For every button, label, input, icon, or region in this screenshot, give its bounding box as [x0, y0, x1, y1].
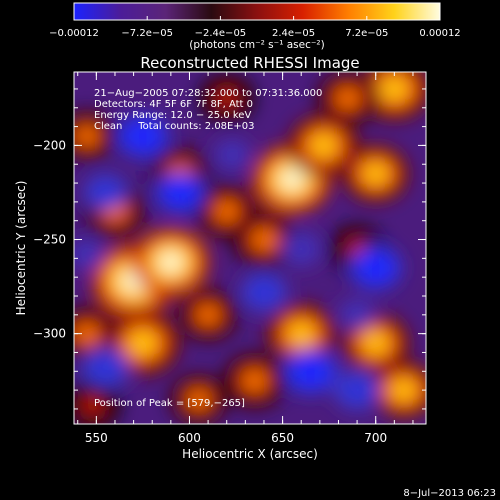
emission-blob [370, 361, 426, 419]
x-tick-label: 600 [178, 431, 201, 445]
negative-blob [117, 114, 169, 158]
info-line-energy: Energy Range: 12.0 − 25.0 keV [94, 110, 251, 121]
negative-blob [350, 246, 402, 290]
emission-blob [342, 144, 409, 203]
y-axis-label: Heliocentric Y (arcsec) [14, 181, 28, 316]
colorbar-tick-label: 0.00012 [419, 28, 460, 39]
emission-blob [316, 72, 379, 126]
colorbar: −0.00012 −7.2e−05 −2.4e−05 2.4e−05 7.2e−05 0.… [49, 2, 461, 51]
negative-blob [74, 238, 106, 271]
negative-blob [84, 174, 128, 211]
colorbar-tick-label: −0.00012 [49, 28, 99, 39]
footer-date: 8−Jul−2013 06:23 [403, 488, 496, 499]
emission-blob [178, 288, 239, 341]
y-tick-label: −300 [33, 327, 66, 341]
emission-blob [222, 352, 287, 409]
chart-title: Reconstructed RHESSI Image [140, 54, 359, 72]
colorbar-tick-label: 2.4e−05 [272, 28, 315, 39]
emission-blob [288, 114, 359, 177]
negative-blob [241, 272, 287, 312]
x-tick-label: 550 [85, 431, 108, 445]
negative-blob [82, 347, 130, 388]
heatmap-image [74, 72, 426, 424]
emission-blob [169, 374, 228, 424]
colorbar-gradient [73, 2, 441, 21]
emission-blob [198, 74, 255, 123]
y-tick-label: −200 [33, 138, 66, 152]
emission-blob [195, 184, 258, 239]
info-line-clean: Clean Total counts: 2.08E+03 [94, 121, 254, 132]
plot-frame [73, 71, 427, 425]
plot-area: 550 600 650 700 −200 −250 −300 21−Aug−2005 07:… [33, 71, 427, 445]
colorbar-ticks: −0.00012 −7.2e−05 −2.4e−05 2.4e−05 7.2e−05 0.… [49, 16, 461, 39]
y-tick-label: −250 [33, 233, 66, 247]
emission-blob [74, 381, 121, 424]
negative-blob [213, 139, 251, 171]
x-tick-label: 700 [364, 431, 387, 445]
info-annotation: 21−Aug−2005 07:28:32.000 to 07:31:36.000… [94, 88, 322, 132]
negative-blob [280, 231, 322, 267]
info-line-detectors: Detectors: 4F 5F 6F 7F 8F, Att 0 [94, 99, 253, 110]
colorbar-tick-label: −2.4e−05 [195, 28, 247, 39]
emission-blob [74, 110, 116, 162]
emission-blob [74, 306, 119, 361]
peak-position-label: Position of Peak = [579,−265] [94, 398, 245, 409]
emission-blob [132, 228, 210, 296]
axis-ticks: 550 600 650 700 −200 −250 −300 [33, 72, 426, 445]
negative-blob [284, 348, 337, 394]
negative-blob [338, 299, 376, 331]
colorbar-tick-label: 7.2e−05 [345, 28, 388, 39]
colorbar-tick-label: −7.2e−05 [121, 28, 173, 39]
info-line-time: 21−Aug−2005 07:28:32.000 to 07:31:36.000 [94, 88, 322, 99]
negative-blob [155, 171, 205, 214]
negative-blob [334, 370, 380, 410]
x-tick-label: 650 [271, 431, 294, 445]
colorbar-units-label: (photons cm⁻² s⁻¹ asec⁻²) [189, 39, 324, 51]
x-axis-label: Heliocentric X (arcsec) [182, 447, 318, 461]
emission-blob [265, 302, 337, 365]
